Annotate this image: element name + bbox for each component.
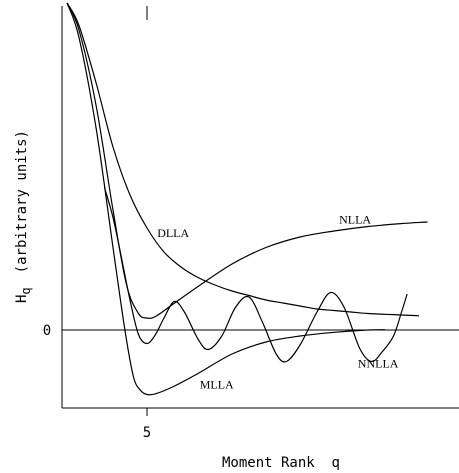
svg-text:Hq(arbitrary units): Hq (arbitrary units) xyxy=(14,130,33,303)
y-axis-label: Hq (arbitrary units) xyxy=(14,130,33,303)
x-axis-label: Moment Rank q xyxy=(222,455,340,471)
series-mlla-line xyxy=(66,2,386,396)
y-axis-label-main: H xyxy=(14,295,30,303)
series-dlla-label: DLLA xyxy=(157,226,189,240)
series-dlla-line xyxy=(66,2,420,317)
series-nlla-line xyxy=(66,2,428,319)
plot-frame xyxy=(61,6,459,409)
series-nnlla-line xyxy=(103,187,408,363)
x-tick-label-5: 5 xyxy=(143,425,151,441)
y-axis-label-units: (arbitrary units) xyxy=(14,130,30,273)
series-nnlla-label: NNLLA xyxy=(358,357,399,371)
y-axis-label-sub: q xyxy=(19,287,33,294)
series-mlla-label: MLLA xyxy=(200,378,234,392)
curves xyxy=(66,2,428,396)
curve-labels: DLLA NLLA MLLA NNLLA xyxy=(157,213,399,392)
y-tick-label-0: 0 xyxy=(43,323,51,339)
axis-ticks: 50 xyxy=(43,6,151,441)
series-nlla-label: NLLA xyxy=(339,213,371,227)
